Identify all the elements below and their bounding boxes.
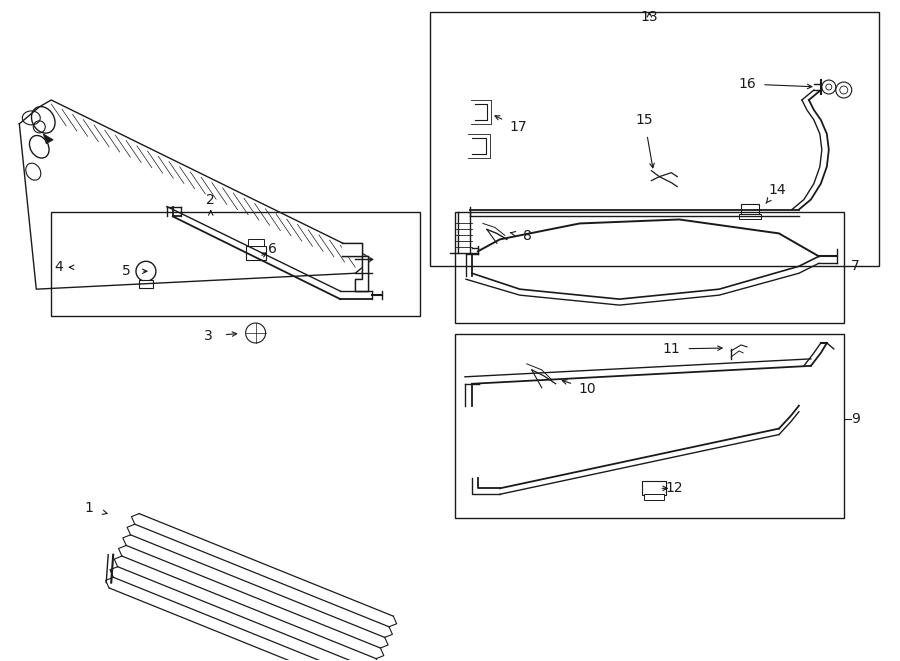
Polygon shape <box>43 134 53 144</box>
Bar <box>139 280 153 288</box>
Bar <box>248 239 264 247</box>
Bar <box>644 494 664 500</box>
Text: 16: 16 <box>738 77 756 91</box>
Text: 14: 14 <box>769 182 786 196</box>
Bar <box>455 212 844 323</box>
Polygon shape <box>342 243 368 291</box>
Bar <box>246 247 266 260</box>
Text: 13: 13 <box>641 11 658 24</box>
Text: 9: 9 <box>850 412 860 426</box>
Bar <box>643 481 666 495</box>
Text: 11: 11 <box>662 342 680 356</box>
Text: 15: 15 <box>635 113 653 127</box>
Text: 5: 5 <box>122 264 130 278</box>
Text: 17: 17 <box>509 120 526 134</box>
Bar <box>741 204 759 215</box>
Text: 2: 2 <box>206 192 215 206</box>
Text: 10: 10 <box>579 382 597 396</box>
Text: 6: 6 <box>268 243 277 256</box>
Bar <box>739 214 761 219</box>
Text: 12: 12 <box>665 481 683 495</box>
Text: 8: 8 <box>523 229 532 243</box>
Bar <box>455 334 844 518</box>
Bar <box>430 13 878 266</box>
Text: 4: 4 <box>54 260 63 274</box>
Text: 3: 3 <box>204 329 213 343</box>
Bar <box>51 212 420 316</box>
Text: 7: 7 <box>850 259 860 273</box>
Text: 1: 1 <box>85 501 94 516</box>
